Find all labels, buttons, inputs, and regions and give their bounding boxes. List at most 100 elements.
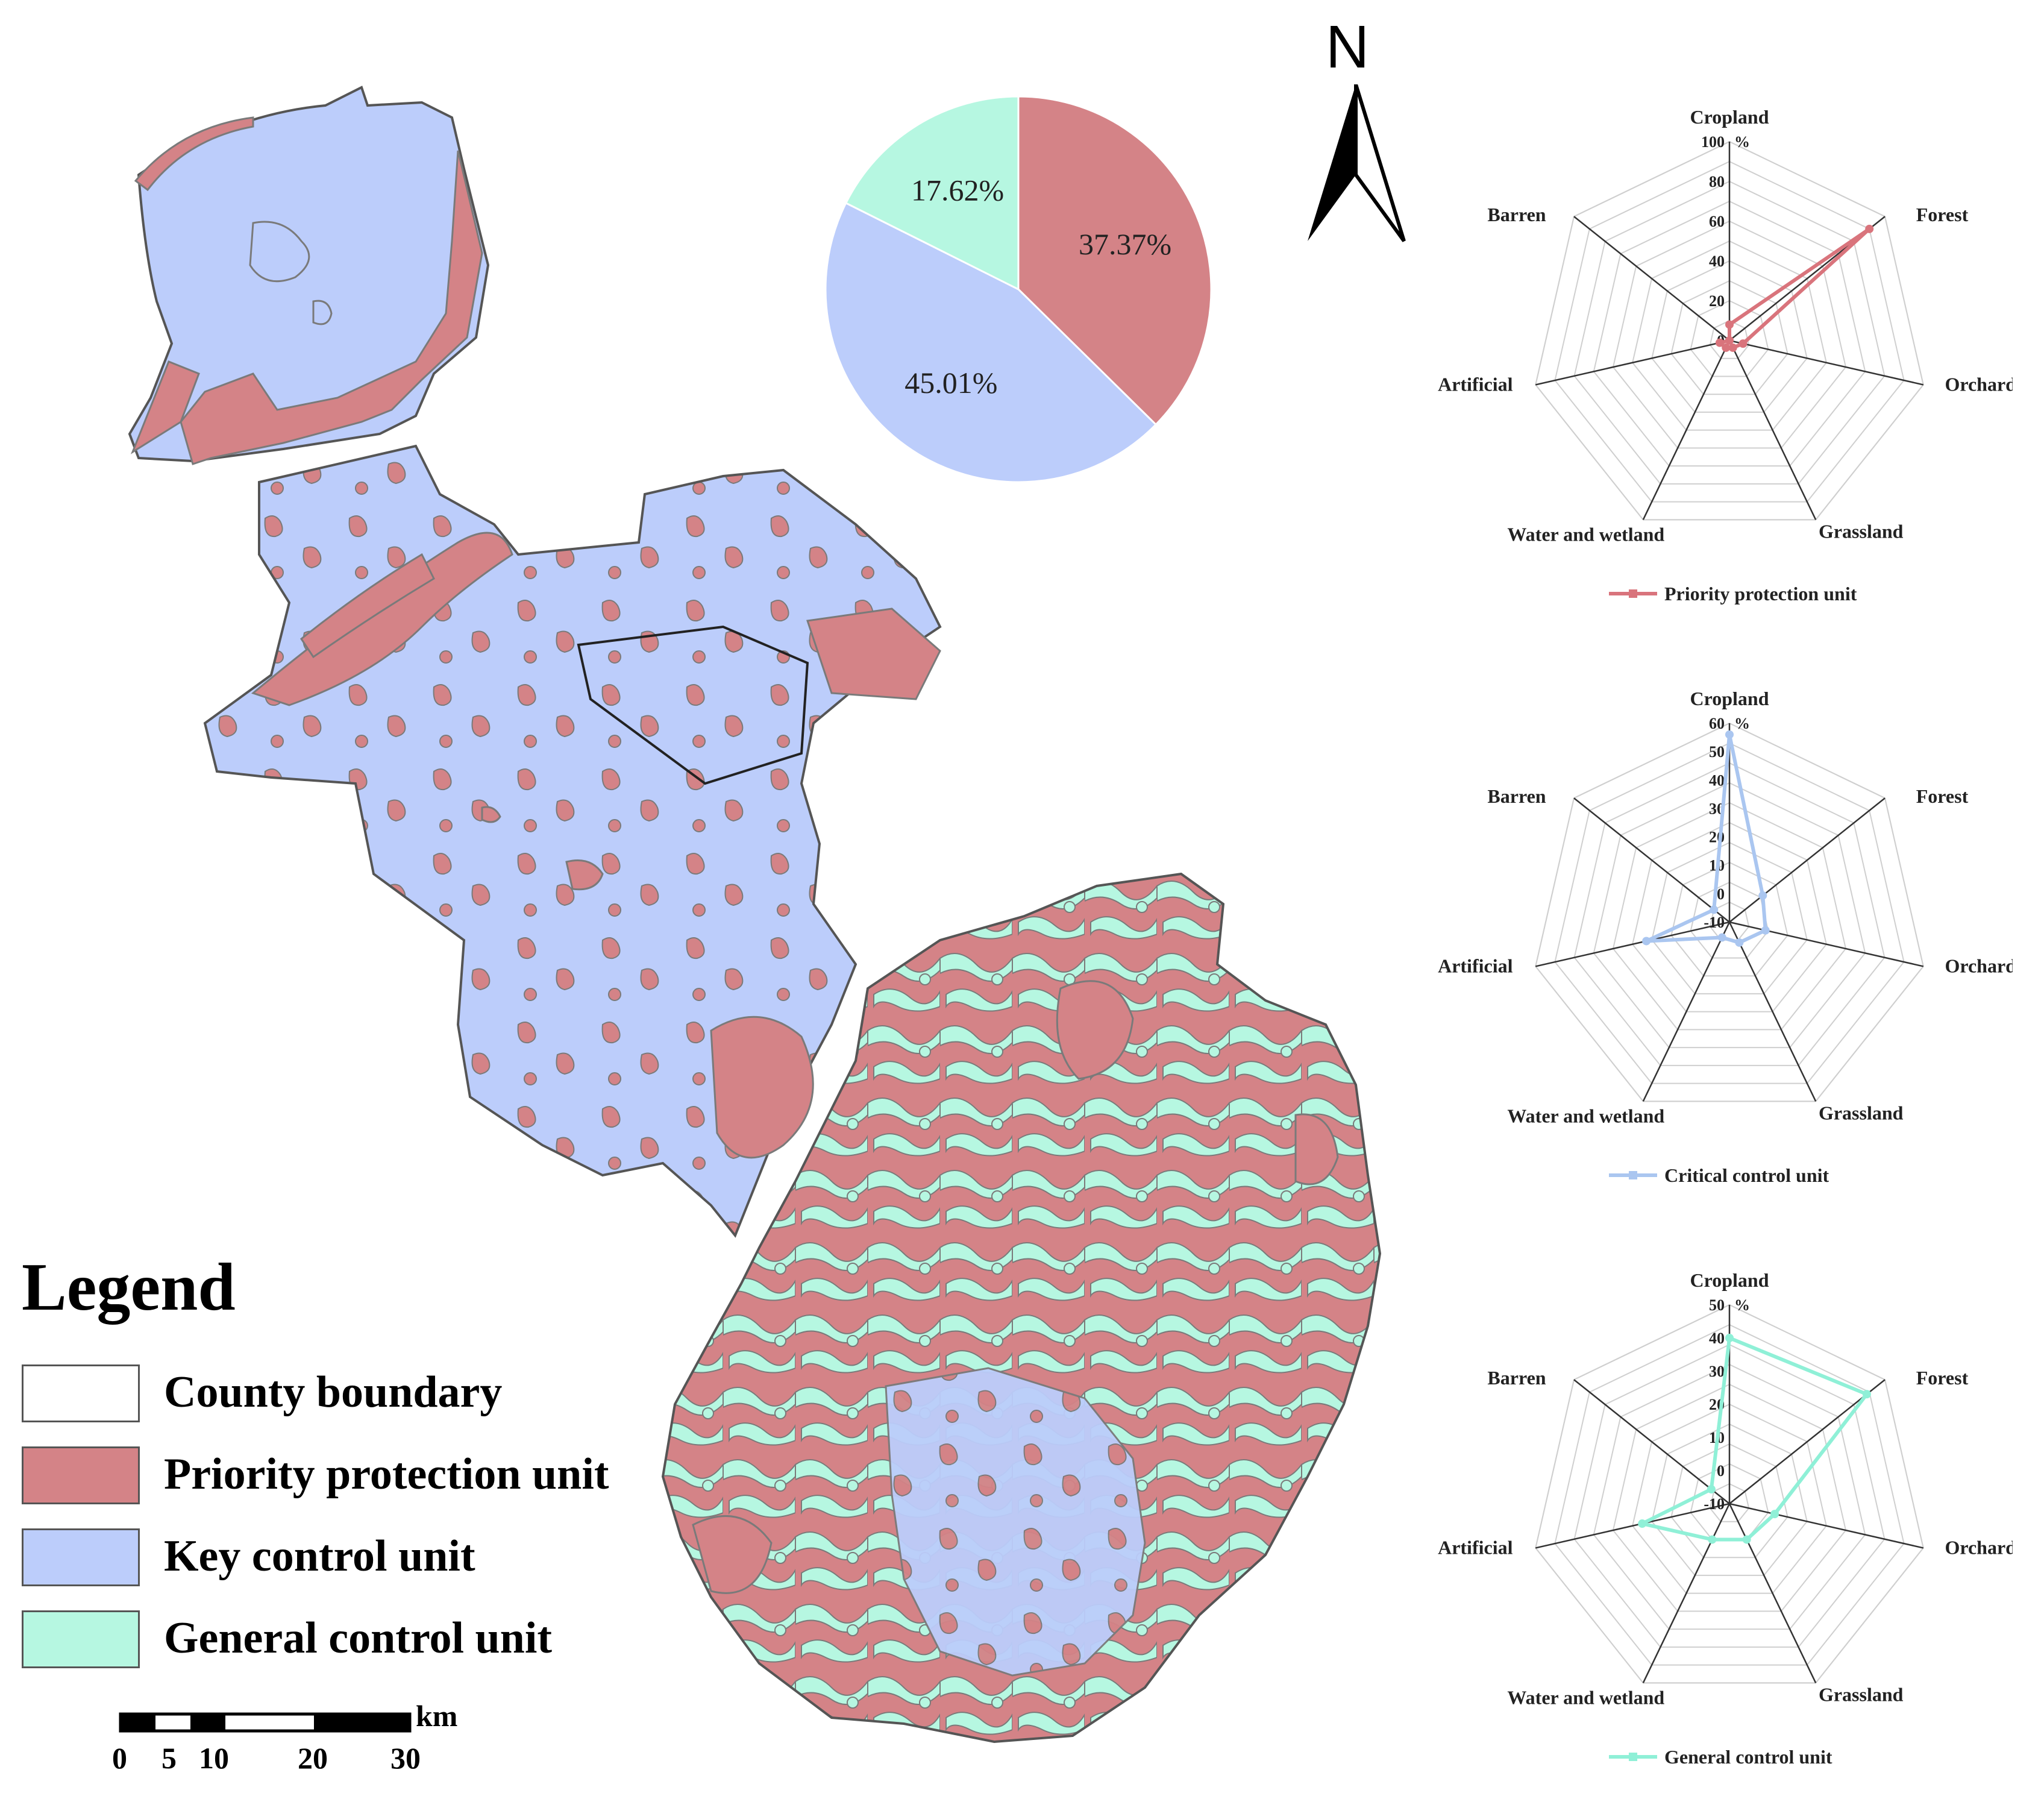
radar-axis-label: Water and wetland [1507, 1686, 1664, 1708]
radar-point [1770, 1510, 1779, 1519]
radar-axis-label: Cropland [1690, 688, 1769, 709]
radar-grid-ring [1670, 1443, 1788, 1559]
radar-point [1728, 343, 1737, 352]
radar-tick-label: 50 [1709, 1296, 1725, 1314]
radar-axis-label: Forest [1916, 785, 1969, 807]
legend-title: Legend [22, 1250, 236, 1325]
radar-grid-ring [1690, 300, 1769, 377]
pie-slice [1017, 95, 1212, 426]
scale-tick: 20 [298, 1741, 328, 1775]
radar-legend-label: Priority protection unit [1664, 583, 1857, 604]
pie-slice-label: 17.62% [911, 174, 1004, 207]
radar-chart-priority: Cropland Forest Orchard Grassland Water and … [1438, 106, 2013, 604]
pie-slice [824, 201, 1158, 483]
radar-grid-ring [1612, 220, 1847, 449]
north-label: N [1326, 13, 1370, 81]
scale-tick: 10 [199, 1741, 229, 1775]
radar-axis-label: Grassland [1819, 1683, 1904, 1705]
radar-axis-label: Artificial [1438, 373, 1513, 395]
radar-unit-label: % [1734, 1296, 1750, 1314]
legend-label: Priority protection unit [164, 1449, 609, 1499]
legend-label: County boundary [164, 1368, 503, 1417]
radar-grid-ring [1651, 1423, 1808, 1576]
map-north-protection-strip [134, 116, 254, 192]
radar-axis-label: Artificial [1438, 1536, 1513, 1558]
radar-axis-label: Forest [1916, 1367, 1969, 1389]
radar-series-line [1640, 1336, 1869, 1542]
radar-unit-label: % [1734, 133, 1750, 151]
radar-point [1708, 1535, 1717, 1544]
pie-chart: 37.37% 45.01% 17.62% [824, 95, 1212, 483]
radar-axis [1729, 797, 1886, 923]
radar-grid-ring [1554, 160, 1905, 503]
scale-unit: km [416, 1699, 458, 1733]
radar-point [1742, 1535, 1751, 1544]
radar-point [1725, 1334, 1734, 1342]
radar-axis [1535, 339, 1730, 386]
radar-axis-label: Orchard [1945, 955, 2013, 976]
radar-axis [1728, 1503, 1817, 1683]
radar-point [1758, 891, 1767, 900]
radar-axis [1642, 1503, 1731, 1683]
radar-grid-ring [1573, 180, 1886, 485]
radar-legend-label: General control unit [1664, 1746, 1832, 1768]
radar-series-line [1644, 732, 1767, 944]
scale-bar [119, 1712, 412, 1733]
radar-grid-ring [1593, 782, 1866, 1049]
radar-legend-marker [1629, 1171, 1637, 1179]
radar-chart-general: Cropland Forest Orchard Grassland Water and … [1438, 1269, 2013, 1768]
pie-slice [844, 95, 1020, 291]
legend-swatch [22, 1446, 140, 1504]
radar-tick-label: 40 [1709, 253, 1725, 270]
radar-point [1725, 730, 1734, 739]
radar-outer-ring [1535, 1304, 1924, 1684]
radar-legend-marker [1629, 1753, 1637, 1761]
radar-tick-label: 0 [1717, 885, 1725, 903]
radar-axis-label: Cropland [1690, 106, 1769, 128]
radar-point [1725, 320, 1734, 329]
radar-chart-critical: Cropland Forest Orchard Grassland Water and … [1438, 688, 2013, 1186]
radar-grid-ring [1612, 802, 1847, 1031]
radar-grid-ring [1593, 1363, 1866, 1630]
radar-point [1717, 933, 1726, 942]
radar-axis [1728, 340, 1817, 520]
radar-axis-label: Water and wetland [1507, 523, 1664, 545]
map-south-key-area [885, 1367, 1146, 1677]
radar-axis [1573, 1379, 1730, 1504]
radar-grid-ring [1554, 742, 1905, 1084]
radar-point [1710, 905, 1719, 914]
map-south-region [661, 872, 1382, 1744]
legend-swatch [22, 1610, 140, 1668]
radar-tick-label: 0 [1717, 1462, 1725, 1480]
radar-axis [1642, 340, 1731, 520]
radar-tick-label: 30 [1709, 1363, 1725, 1380]
radar-tick-label: 80 [1709, 173, 1725, 190]
radar-axis-label: Orchard [1945, 1536, 2013, 1558]
radar-grid-ring [1632, 1403, 1827, 1594]
radar-grid-ring [1709, 1483, 1750, 1522]
radar-axis [1535, 921, 1730, 967]
radar-axis-label: Grassland [1819, 1102, 1904, 1123]
radar-axis [1729, 1379, 1886, 1504]
radar-grid-ring [1632, 240, 1827, 431]
radar-point [1761, 926, 1770, 935]
scale-tick: 0 [112, 1741, 127, 1775]
legend-label: General control unit [164, 1613, 553, 1663]
radar-point [1642, 937, 1651, 946]
radar-tick-label: -10 [1704, 914, 1725, 931]
radar-legend-label: Critical control unit [1664, 1164, 1829, 1186]
radar-tick-label: 50 [1709, 743, 1725, 761]
legend-swatch [22, 1364, 140, 1422]
pie-slice-label: 45.01% [904, 366, 997, 400]
radar-axis [1728, 922, 1817, 1102]
radar-point [1738, 339, 1748, 348]
scale-tick: 5 [161, 1741, 177, 1775]
radar-axis-label: Orchard [1945, 373, 2013, 395]
pie-slice-label: 37.37% [1079, 227, 1171, 261]
radar-tick-label: 40 [1709, 771, 1725, 789]
radar-tick-label: 40 [1709, 1330, 1725, 1347]
radar-axis-label: Artificial [1438, 955, 1513, 976]
radar-grid-ring [1670, 861, 1788, 977]
radar-axis-label: Water and wetland [1507, 1105, 1664, 1126]
